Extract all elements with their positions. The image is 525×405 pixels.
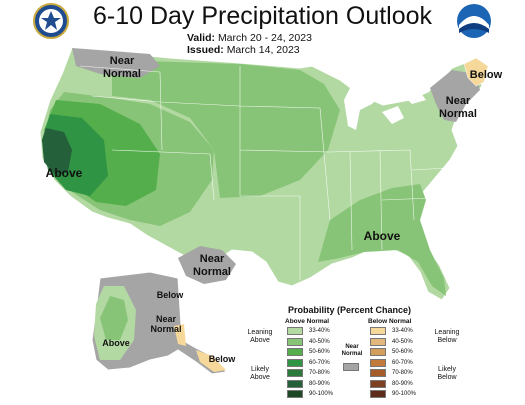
label-nw-normal: Normal (103, 68, 141, 80)
legend-below-bin-swatch (370, 390, 386, 398)
legend-leaning-below: Leaning Below (434, 329, 460, 344)
legend-above-bin-swatch (287, 369, 303, 377)
legend-above-bin-label: 50-60% (309, 349, 330, 355)
legend-leaning-above: Leaning Above (247, 329, 273, 344)
legend-above-bin-row: 60-70% (287, 358, 347, 368)
legend-likely-below: Likely Below (437, 366, 457, 381)
date-block: Valid: March 20 - 24, 2023 Issued: March… (187, 32, 312, 56)
state-borders (79, 65, 449, 280)
legend-below-bin-row: 80-90% (370, 379, 430, 389)
legend-below-bin-row: 40-50% (370, 337, 430, 347)
noaa-logo-icon (456, 3, 492, 39)
label-nw-near: Near (110, 55, 135, 67)
region-near-normal-texas (178, 246, 236, 284)
legend-above-bin-label: 90-100% (309, 391, 334, 397)
legend-below-bin-label: 33-40% (392, 328, 413, 334)
legend-near-normal-swatch (343, 363, 359, 371)
legend-below-bin-swatch (370, 369, 386, 377)
legend-below-bin-row: 70-80% (370, 369, 430, 378)
legend-title: Probability (Percent Chance) (288, 305, 412, 315)
legend-above-bin-swatch (287, 337, 303, 346)
legend-above-bin-row: 90-100% (287, 390, 347, 399)
region-70-80 (42, 128, 72, 176)
legend-below-bin-swatch (370, 327, 386, 335)
issued-date: March 14, 2023 (226, 44, 300, 56)
legend-below-bin-label: 40-50% (392, 338, 413, 345)
legend-above-bin-row: 50-60% (287, 348, 347, 357)
legend-above-bin-label: 40-50% (309, 338, 330, 345)
map-header: 6-10 Day Precipitation Outlook Valid: Ma… (0, 0, 525, 62)
legend-above-bin-label: 60-70% (309, 359, 330, 366)
legend-below-bin-row: 60-70% (370, 358, 430, 368)
issued-row: Issued: March 14, 2023 (187, 44, 312, 56)
legend-below-bin-row: 33-40% (370, 327, 430, 336)
legend-below-bin-label: 70-80% (392, 370, 413, 376)
legend-above-bin-label: 33-40% (309, 328, 330, 334)
label-ne-below: Below (470, 69, 503, 81)
label-tx-near: Near (200, 253, 225, 265)
legend-above-bin-swatch (287, 358, 303, 367)
valid-date: March 20 - 24, 2023 (217, 32, 312, 44)
page-title: 6-10 Day Precipitation Outlook (92, 2, 433, 30)
legend-below-bin-label: 80-90% (392, 380, 413, 387)
legend-below-bin-swatch (370, 358, 386, 367)
legend-below-bin-label: 60-70% (392, 359, 413, 366)
label-ak-normal: Normal (150, 324, 181, 334)
legend-below-bin-swatch (370, 379, 386, 388)
legend-below-bin-label: 50-60% (392, 349, 413, 355)
region-below-maine (463, 57, 489, 87)
legend-above-header: Above Normal (285, 318, 330, 325)
valid-row: Valid: March 20 - 24, 2023 (187, 32, 312, 44)
label-ak-se-below: Below (209, 354, 237, 364)
label-tx-normal: Normal (193, 266, 231, 278)
legend-above-bin-row: 80-90% (287, 379, 347, 389)
region-near-normal-northeast (430, 70, 480, 122)
alaska-below-panhandle (196, 350, 226, 372)
label-ak-below: Below (157, 290, 185, 300)
probability-legend: Probability (Percent Chance) Above Norma… (243, 300, 468, 405)
label-ne-near: Near (446, 95, 471, 107)
legend-above-bin-label: 80-90% (309, 380, 330, 387)
legend-above-bin-swatch (287, 348, 303, 356)
issued-label: Issued: (187, 44, 224, 56)
label-se-above: Above (364, 229, 401, 243)
label-ak-near: Near (156, 314, 177, 324)
legend-above-bin-row: 70-80% (287, 369, 347, 378)
legend-above-bin-swatch (287, 379, 303, 388)
legend-below-header: Below Normal (368, 318, 412, 325)
label-ne-normal: Normal (439, 108, 477, 120)
legend-below-bin-row: 90-100% (370, 390, 430, 399)
valid-label: Valid: (187, 32, 216, 44)
commerce-seal-icon (33, 3, 69, 39)
great-lakes (344, 86, 426, 130)
region-40-50-central (112, 60, 340, 198)
legend-below-bin-swatch (370, 337, 386, 346)
label-ak-above: Above (102, 338, 130, 348)
legend-below-bin-label: 90-100% (392, 391, 417, 397)
legend-below-bin-row: 50-60% (370, 348, 430, 357)
alaska-below-east (174, 324, 186, 346)
legend-above-bin-swatch (287, 327, 303, 335)
legend-likely-above: Likely Above (250, 366, 270, 381)
legend-near-normal-label: Near Normal (341, 344, 363, 357)
label-ca-above: Above (46, 166, 83, 180)
legend-above-bin-label: 70-80% (309, 370, 330, 376)
legend-above-bin-swatch (287, 390, 303, 398)
legend-above-bin-row: 33-40% (287, 327, 347, 336)
alaska-above-40-50 (100, 296, 128, 340)
legend-below-bin-swatch (370, 348, 386, 356)
legend-above-bin-row: 40-50% (287, 337, 347, 347)
